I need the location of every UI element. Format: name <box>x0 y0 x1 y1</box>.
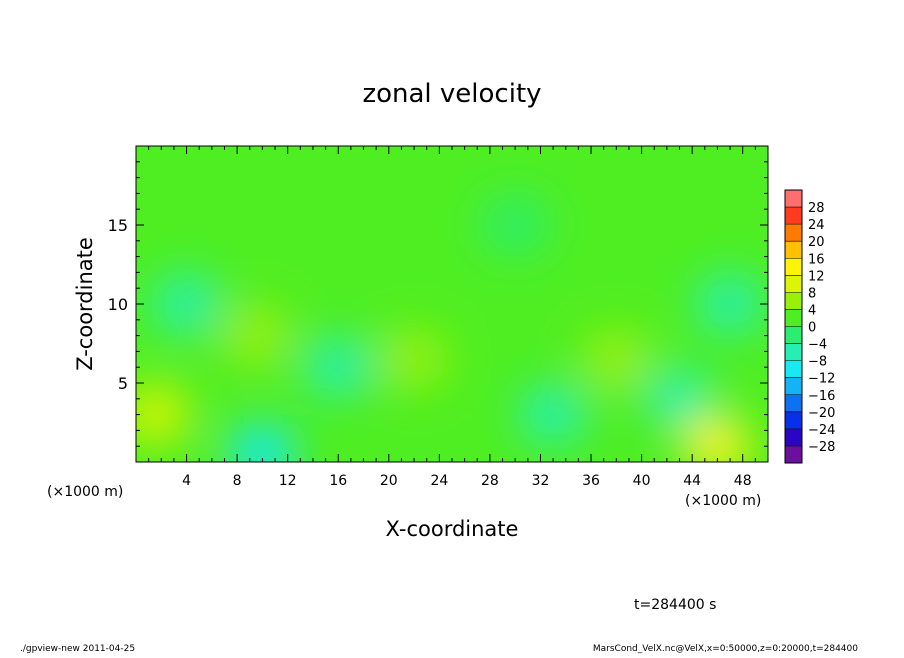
colorbar-swatch-6 <box>785 343 802 361</box>
colorbar-label-10: −12 <box>808 372 835 387</box>
x-tick-label-36: 36 <box>582 473 600 489</box>
colorbar-label-0: 28 <box>808 201 825 216</box>
colorbar-label-11: −16 <box>808 389 835 404</box>
colorbar-swatch-9 <box>785 292 802 310</box>
x-tick-label-16: 16 <box>329 473 347 489</box>
x-tick-label-24: 24 <box>430 473 448 489</box>
field-feature-3 <box>222 305 291 366</box>
x-tick-label-32: 32 <box>532 473 550 489</box>
x-unit-right: (×1000 m) <box>685 493 761 509</box>
colorbar-swatch-3 <box>785 394 802 412</box>
x-tick-label-48: 48 <box>734 473 752 489</box>
colorbar-swatch-14 <box>785 207 802 225</box>
colorbar: 28 24 20 16 12 8 4 0 −4 −8 −12 −16 −20 −24 −28 <box>784 189 835 464</box>
x-axis-label: X-coordinate <box>386 517 519 541</box>
colorbar-swatch-0 <box>785 445 802 463</box>
field-feature-9 <box>645 368 714 429</box>
field-feature-8 <box>683 416 752 462</box>
x-tick-label-20: 20 <box>380 473 398 489</box>
colorbar-swatch-10 <box>785 275 802 293</box>
x-tick-label-40: 40 <box>633 473 651 489</box>
colorbar-label-4: 12 <box>808 269 825 284</box>
field-features <box>136 195 765 462</box>
colorbar-swatch-15 <box>785 190 802 208</box>
colorbar-swatch-8 <box>785 309 802 327</box>
footer-left: ./gpview-new 2011-04-25 <box>20 644 135 654</box>
colorbar-swatch-2 <box>785 411 802 429</box>
colorbar-label-14: −28 <box>808 440 835 455</box>
field-feature-1 <box>136 384 189 445</box>
colorbar-label-7: 0 <box>808 321 816 336</box>
colorbar-swatch-5 <box>785 360 802 378</box>
field-feature-4 <box>304 337 373 398</box>
colorbar-label-9: −8 <box>808 355 827 370</box>
x-tick-label-12: 12 <box>279 473 297 489</box>
y-axis: 5 10 15 <box>108 161 768 447</box>
colorbar-label-2: 20 <box>808 235 825 250</box>
colorbar-swatch-11 <box>785 258 802 276</box>
colorbar-label-3: 16 <box>808 252 825 267</box>
colorbar-label-5: 8 <box>808 286 816 301</box>
y-tick-label-10: 10 <box>108 295 128 314</box>
field-feature-2 <box>228 424 297 462</box>
colorbar-label-1: 24 <box>808 218 825 233</box>
field-feature-10 <box>481 195 550 255</box>
field-feature-7 <box>696 274 765 334</box>
colorbar-swatch-12 <box>785 241 802 259</box>
colorbar-label-13: −24 <box>808 423 835 438</box>
chart-title: zonal velocity <box>362 79 541 109</box>
x-tick-label-44: 44 <box>683 473 701 489</box>
colorbar-label-6: 4 <box>808 303 816 318</box>
x-tick-label-4: 4 <box>182 473 191 489</box>
colorbar-label-8: −4 <box>808 338 827 353</box>
y-tick-label-15: 15 <box>108 216 128 235</box>
x-unit-left: (×1000 m) <box>47 484 123 500</box>
colorbar-swatch-7 <box>785 326 802 344</box>
time-label: t=284400 s <box>634 597 716 613</box>
field-feature-5 <box>380 329 449 390</box>
field-feature-11 <box>582 329 651 390</box>
footer-right: MarsCond_VelX.nc@VelX,x=0:50000,z=0:2000… <box>593 644 858 654</box>
colorbar-label-12: −20 <box>808 406 835 421</box>
field-feature-6 <box>519 384 588 445</box>
field-feature-0 <box>152 274 221 334</box>
x-tick-label-8: 8 <box>233 473 242 489</box>
y-tick-label-5: 5 <box>118 374 128 393</box>
x-axis: 4 8 12 16 20 24 28 32 36 40 44 48 <box>148 146 756 489</box>
colorbar-swatch-13 <box>785 224 802 242</box>
y-axis-label: Z-coordinate <box>73 237 97 371</box>
x-tick-label-28: 28 <box>481 473 499 489</box>
colorbar-swatch-1 <box>785 428 802 446</box>
colorbar-swatch-4 <box>785 377 802 395</box>
